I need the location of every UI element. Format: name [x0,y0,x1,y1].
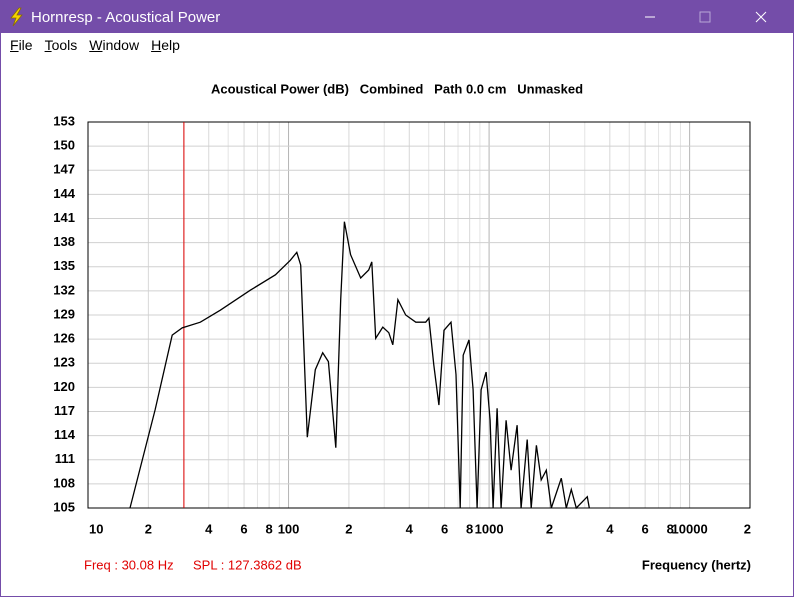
chart: Acoustical Power (dB) Combined Path 0.0 … [53,81,751,572]
y-tick-label: 108 [53,475,75,490]
x-tick-label: 8 [265,521,272,536]
menu-item[interactable]: Help [151,37,180,53]
response-curve [129,221,590,510]
x-tick-label: 10000 [672,521,708,536]
app-icon [10,7,23,27]
x-tick-label: 2 [546,521,553,536]
menu-item[interactable]: Window [89,37,140,53]
y-tick-label: 114 [54,427,76,442]
y-tick-label: 135 [53,258,75,273]
y-tick-label: 150 [53,138,75,153]
window-controls[interactable] [633,1,793,33]
window-title: Hornresp - Acoustical Power [31,8,221,26]
x-tick-label: 2 [744,521,751,536]
status-freq: Freq : 30.08 Hz [84,557,174,572]
x-tick-label: 6 [441,521,448,536]
status-spl: SPL : 127.3862 dB [193,557,302,572]
x-tick-label: 8 [466,521,473,536]
x-tick-label: 4 [606,521,614,536]
x-tick-label: 1000 [475,521,504,536]
x-tick-label: 4 [205,521,213,536]
y-tick-label: 144 [53,186,75,201]
y-tick-label: 105 [53,499,75,514]
title-bar: Hornresp - Acoustical Power [1,1,793,33]
chart-title: Acoustical Power (dB) Combined Path 0.0 … [211,81,583,96]
y-tick-label: 141 [53,210,75,225]
y-tick-label: 126 [53,331,75,346]
y-tick-label: 147 [53,162,75,177]
y-tick-label: 129 [53,306,75,321]
x-axis-label: Frequency (hertz) [642,557,751,572]
x-tick-label: 8 [667,521,674,536]
y-tick-label: 123 [53,355,75,370]
y-tick-label: 120 [53,379,75,394]
x-tick-label: 100 [278,521,300,536]
x-tick-label: 2 [145,521,152,536]
menu-item[interactable]: Tools [44,37,78,53]
menu-item[interactable]: File [10,37,33,53]
y-tick-label: 111 [55,451,75,466]
y-tick-label: 153 [53,113,75,128]
x-tick-label: 10 [89,521,103,536]
x-tick-label: 2 [345,521,352,536]
plot-frame [87,121,751,509]
y-tick-label: 138 [53,234,75,249]
x-tick-label: 6 [240,521,247,536]
y-tick-label: 132 [53,282,75,297]
x-tick-label: 6 [642,521,649,536]
y-tick-label: 117 [54,403,75,418]
x-tick-label: 4 [406,521,414,536]
menu-bar: File Tools Window Help [1,33,793,57]
